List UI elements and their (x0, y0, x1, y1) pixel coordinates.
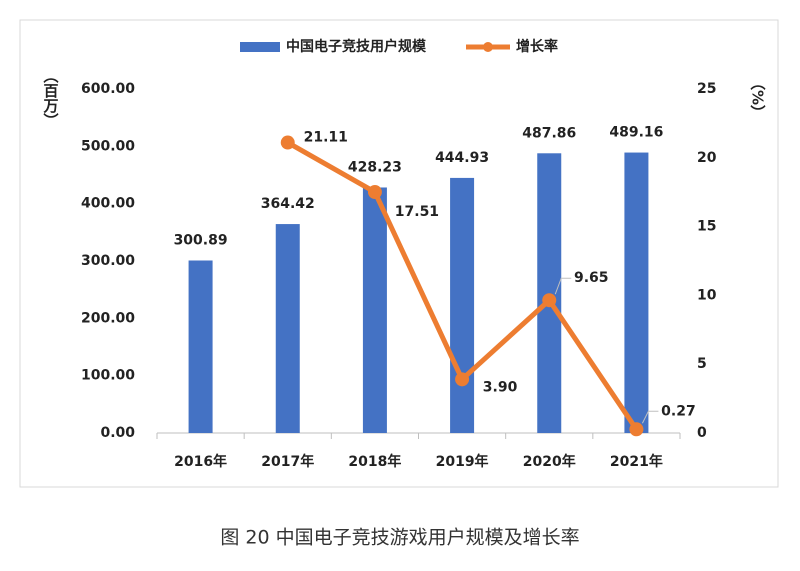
y2-tick-label: 25 (697, 81, 716, 97)
line-marker (367, 185, 382, 200)
y-tick-label: 200.00 (81, 310, 135, 326)
y-tick-label: 0.00 (100, 425, 135, 441)
x-tick-label: 2018年 (348, 453, 401, 470)
bar (275, 224, 300, 433)
line-value-label: 17.51 (395, 204, 439, 220)
bar-value-label: 444.93 (435, 150, 489, 166)
legend-swatch (240, 42, 280, 52)
bar-value-label: 428.23 (348, 159, 402, 175)
y-tick-label: 600.00 (81, 81, 135, 97)
y2-tick-label: 5 (697, 356, 707, 372)
line-value-label: 9.65 (574, 270, 609, 286)
y2-axis-label: （%） (749, 75, 767, 120)
y2-tick-label: 15 (697, 219, 716, 235)
leader-line (554, 277, 572, 295)
x-tick-label: 2019年 (436, 453, 489, 470)
y2-tick-label: 0 (697, 425, 707, 441)
line-marker (455, 372, 470, 387)
y-tick-label: 100.00 (81, 368, 135, 384)
x-tick-label: 2017年 (261, 453, 314, 470)
bar (450, 177, 475, 433)
legend-label: 中国电子竞技用户规模 (286, 38, 427, 55)
y2-tick-label: 20 (697, 150, 717, 166)
caption: 图 20 中国电子竞技游戏用户规模及增长率 (220, 527, 579, 549)
bar (188, 260, 213, 433)
y-tick-label: 500.00 (81, 138, 135, 154)
line-marker (280, 135, 295, 150)
line-value-label: 0.27 (661, 403, 696, 419)
y-tick-label: 400.00 (81, 196, 135, 212)
y2-tick-label: 10 (697, 287, 717, 303)
bar-value-label: 487.86 (522, 125, 576, 141)
bar-value-label: 300.89 (174, 232, 228, 248)
bar (624, 152, 649, 433)
legend-label: 增长率 (516, 38, 558, 55)
line-value-label: 21.11 (304, 130, 348, 146)
line-marker (629, 422, 644, 437)
leader-line (641, 410, 659, 424)
y-tick-label: 300.00 (81, 253, 135, 269)
line-marker (542, 293, 557, 308)
x-tick-label: 2020年 (523, 453, 576, 470)
bar (362, 187, 387, 433)
bar-value-label: 364.42 (261, 196, 315, 212)
bar-value-label: 489.16 (609, 125, 663, 141)
line-value-label: 3.90 (483, 379, 518, 395)
y-axis-label: （百万） (42, 68, 60, 128)
x-tick-label: 2016年 (174, 453, 227, 470)
bar (537, 153, 562, 434)
x-tick-label: 2021年 (610, 453, 663, 470)
legend-swatch (483, 42, 493, 52)
chart-frame (19, 19, 779, 488)
